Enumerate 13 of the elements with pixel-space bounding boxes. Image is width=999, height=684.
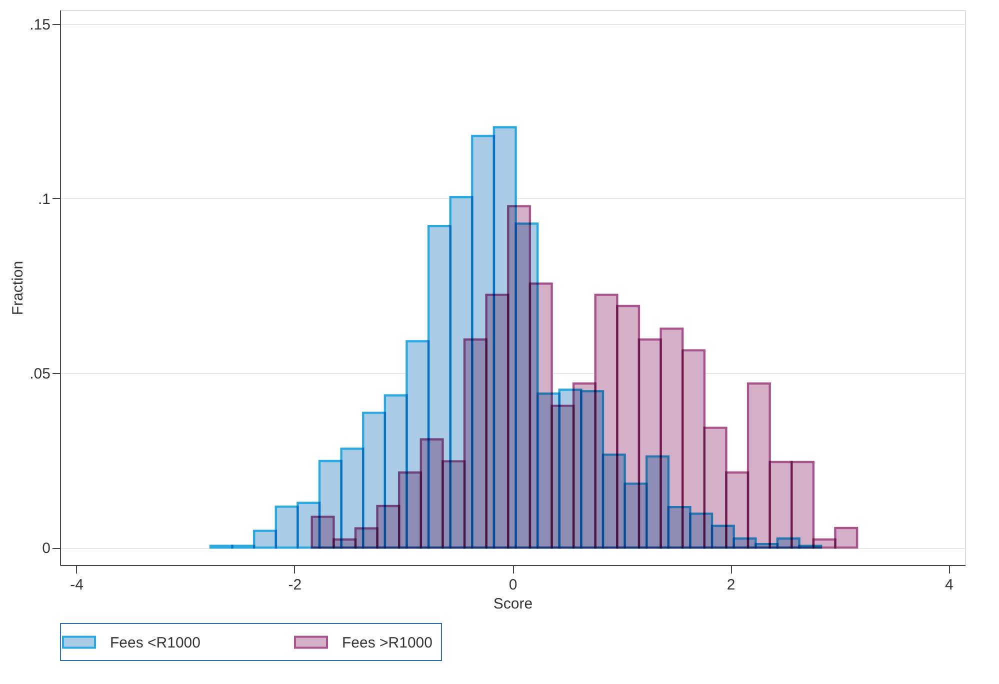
y-tick-label: .1 [38, 190, 50, 208]
y-tick-label: .15 [30, 16, 50, 34]
x-tick-label: -2 [288, 576, 302, 594]
x-tick-label: -4 [70, 576, 84, 594]
y-tick-label: 0 [42, 540, 50, 558]
y-axis-title: Fraction [10, 260, 27, 316]
legend-label: Fees >R1000 [342, 634, 432, 652]
y-tick-label: .05 [30, 366, 50, 383]
x-tick-label: 2 [726, 576, 736, 594]
x-tick-label: 0 [508, 576, 518, 594]
legend-label: Fees <R1000 [110, 634, 200, 652]
x-tick-label: 4 [944, 576, 954, 594]
x-axis-title: Score [493, 596, 533, 612]
